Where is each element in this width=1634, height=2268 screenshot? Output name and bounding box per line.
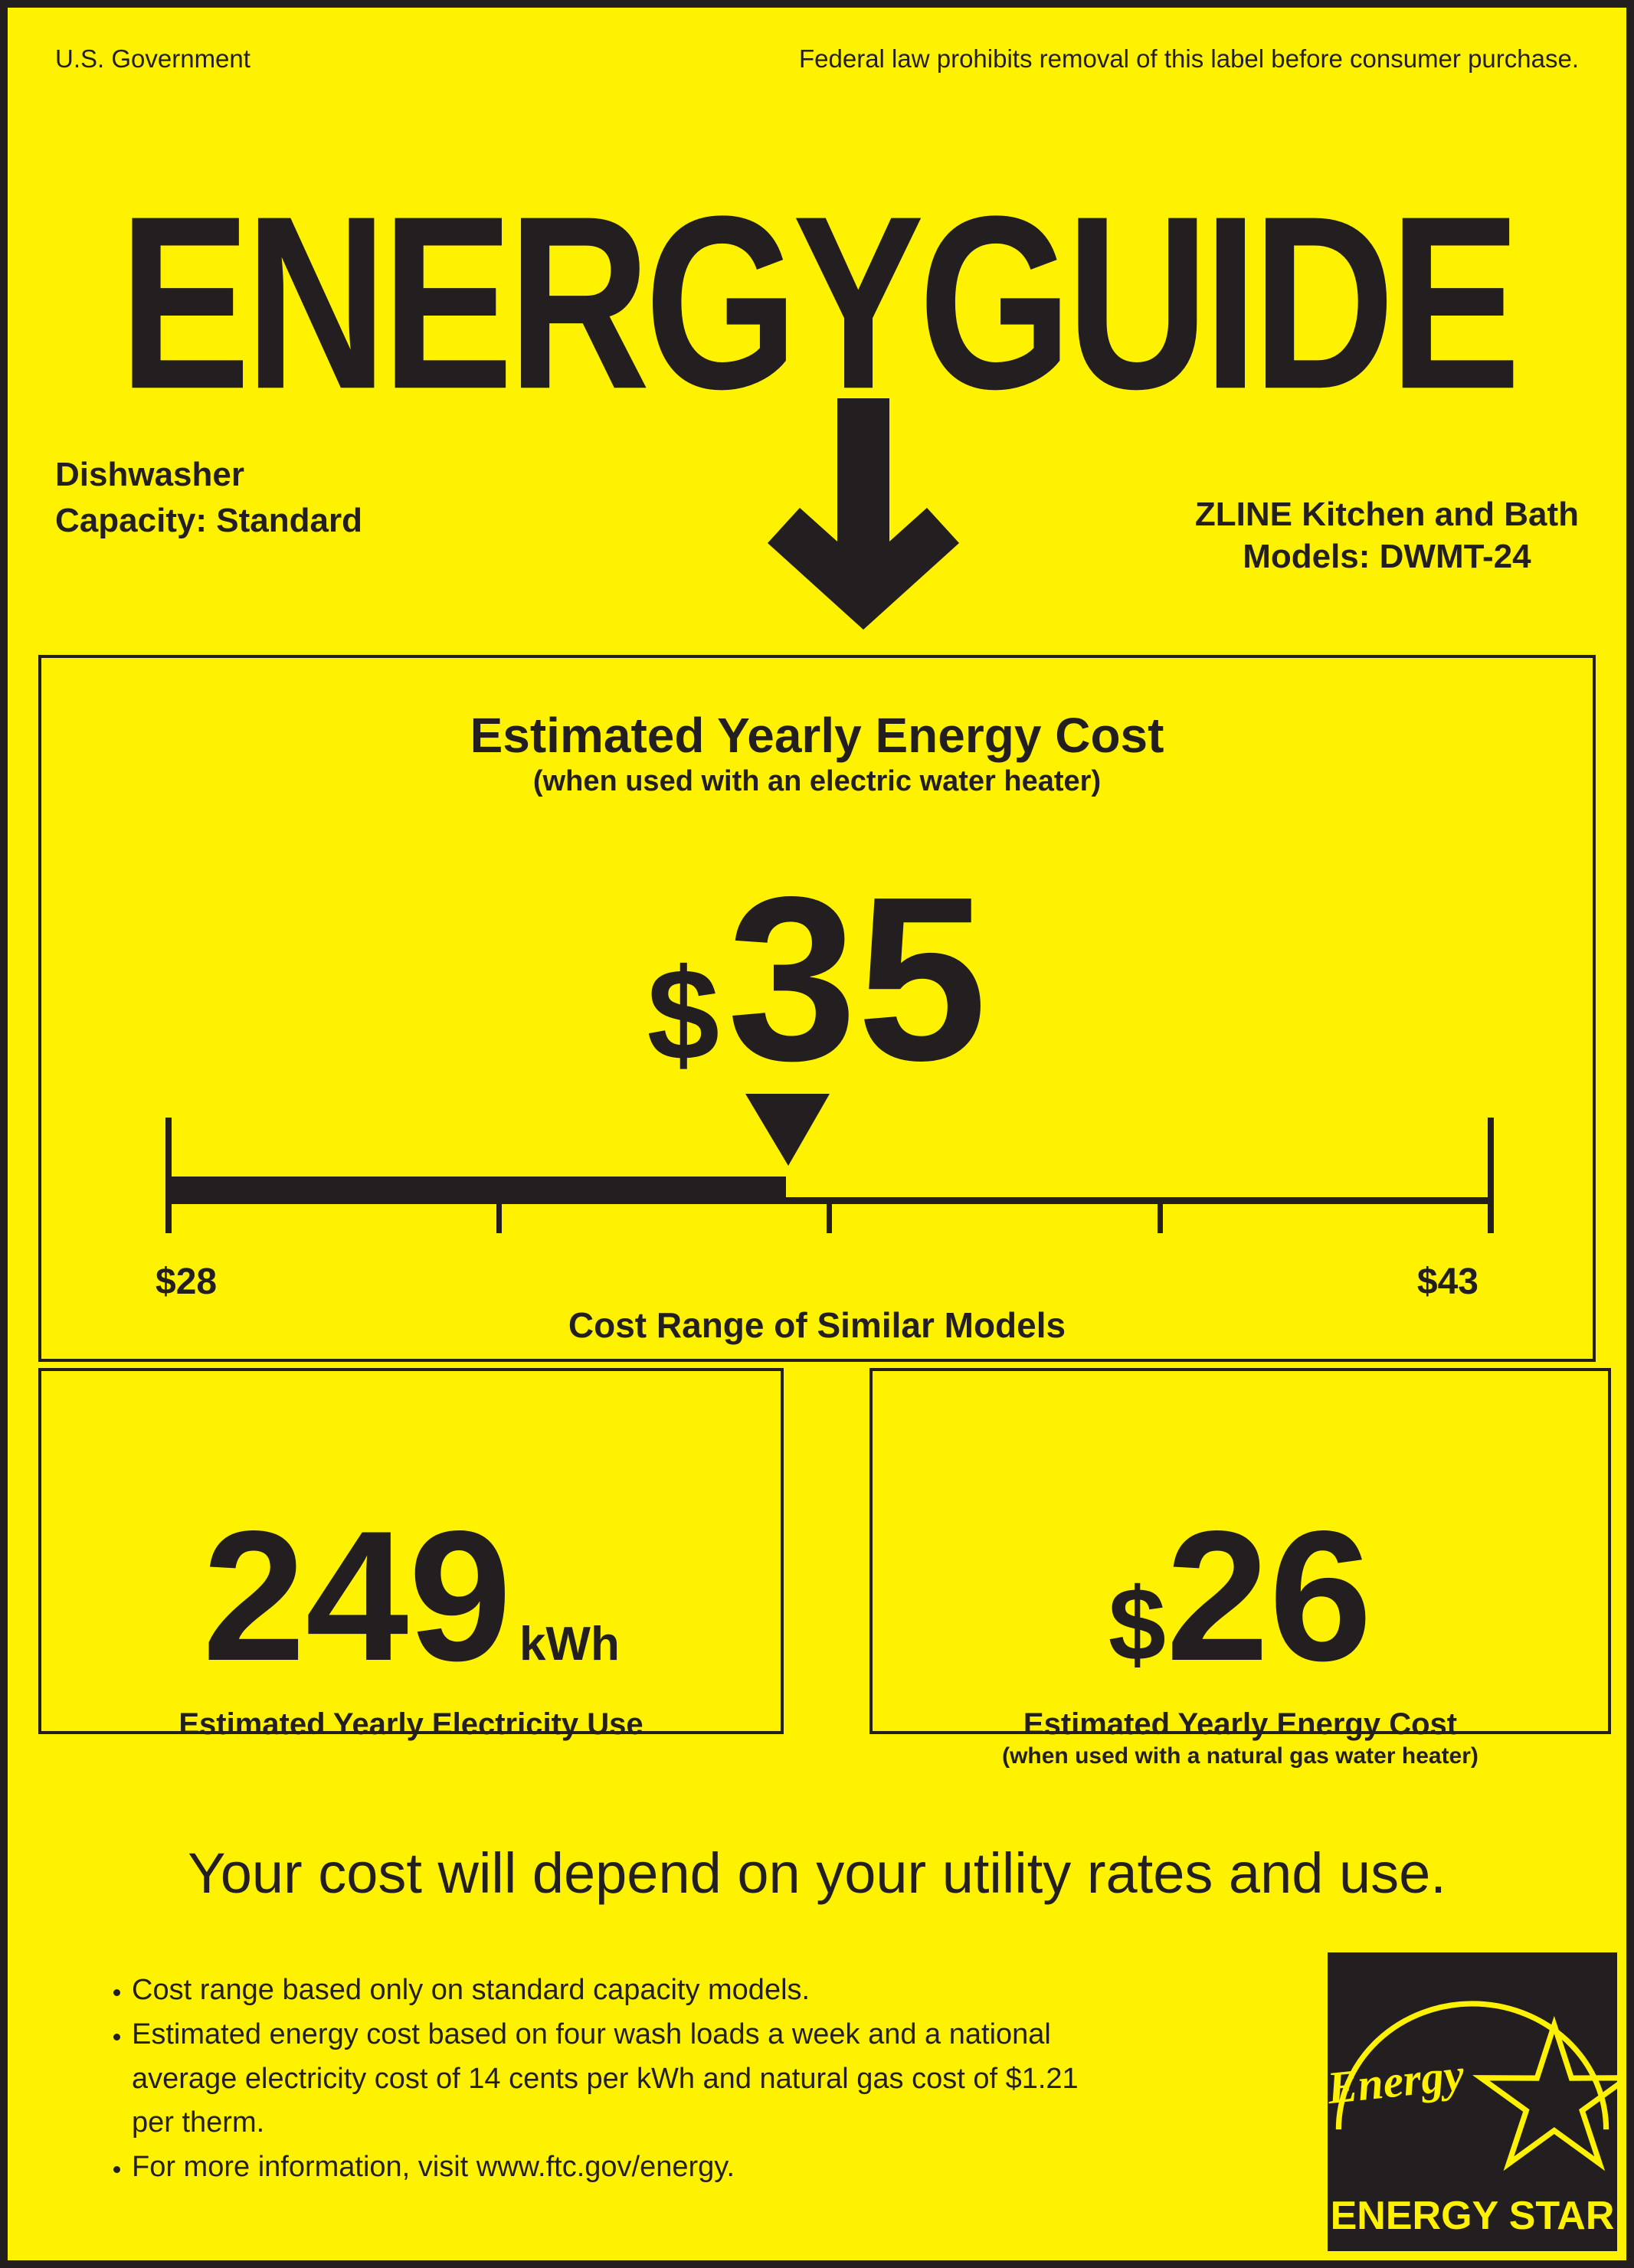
svg-text:Energy: Energy — [1328, 2049, 1467, 2113]
